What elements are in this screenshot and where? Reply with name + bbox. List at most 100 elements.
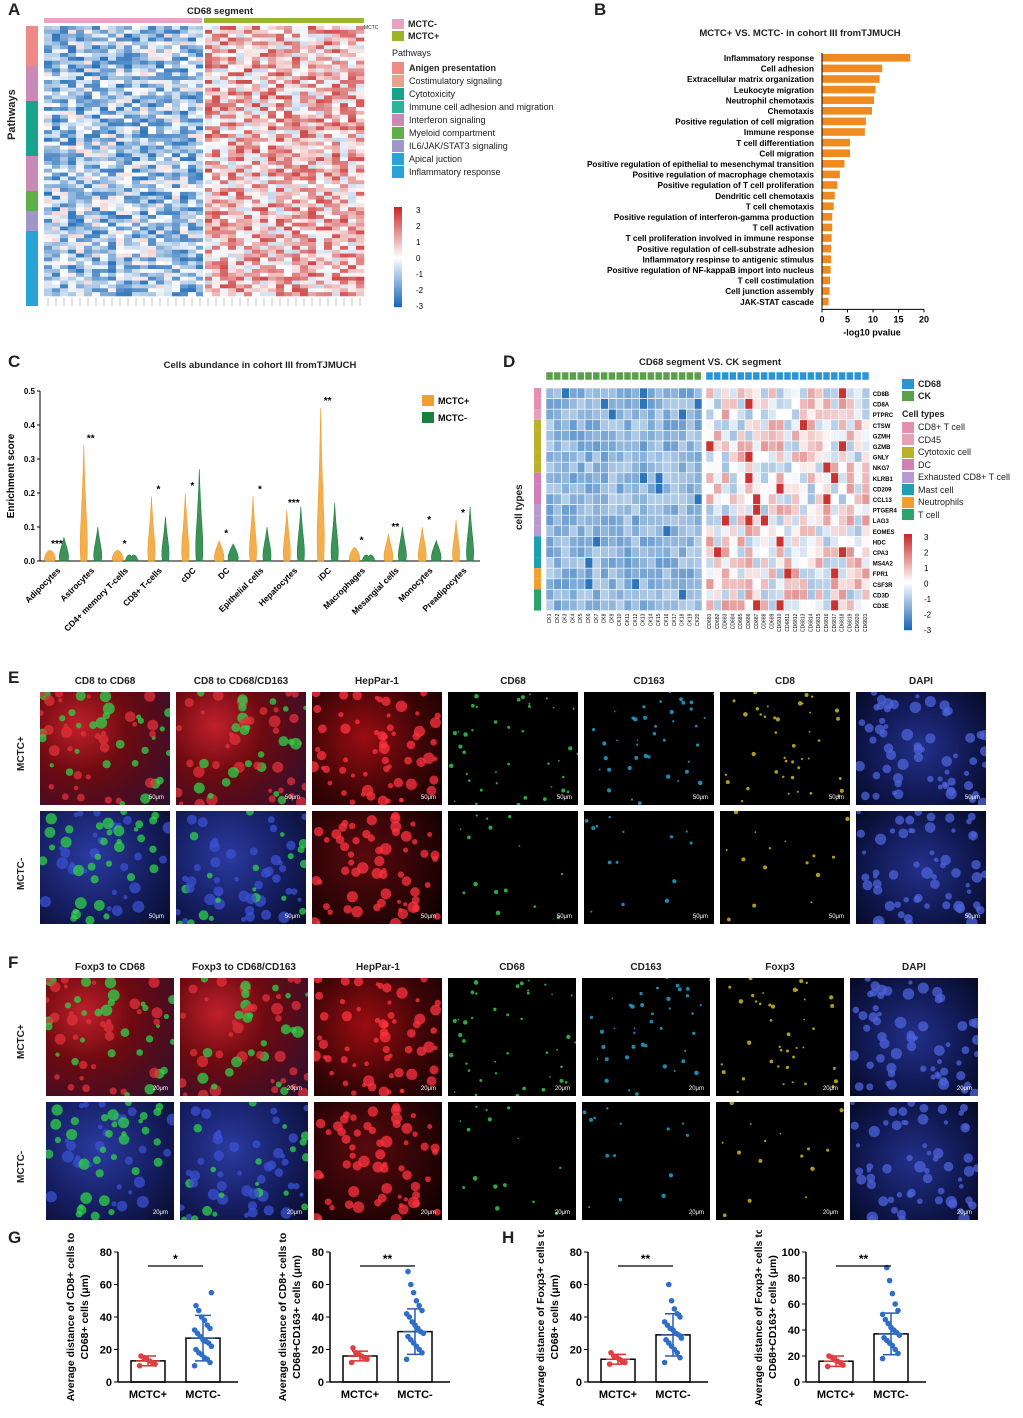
heatmap-cell — [340, 245, 349, 251]
heatmap-cell — [116, 203, 125, 208]
heatmap-cell — [553, 546, 562, 558]
heatmap-cell — [300, 215, 309, 220]
heatmap-cell — [76, 72, 85, 77]
heatmap-cell — [348, 80, 357, 85]
heatmap-cell — [124, 76, 133, 81]
heatmap-cell — [713, 525, 722, 537]
heatmap-cell — [678, 398, 687, 410]
heatmap-cell — [861, 419, 871, 431]
colorscale-step — [904, 570, 912, 572]
heatmap-cell — [212, 137, 221, 143]
micrograph-cell — [378, 743, 390, 754]
heatmap-cell — [348, 222, 357, 227]
heatmap-cell — [316, 245, 325, 251]
heatmap-cell — [284, 49, 293, 54]
colorscale-step — [394, 237, 402, 239]
heatmap-cell — [760, 557, 769, 569]
heatmap-cell — [308, 60, 317, 65]
heatmap-cell — [188, 99, 197, 104]
bar-category-label: T cell proliferation involved in immune … — [626, 234, 815, 243]
colorscale-step — [904, 573, 912, 575]
heatmap-cell — [108, 164, 117, 170]
heatmap-cell — [721, 557, 730, 569]
heatmap-cell — [236, 130, 245, 135]
heatmap-cell — [752, 419, 761, 431]
heatmap-cell — [68, 211, 77, 216]
heatmap-cell — [729, 536, 738, 548]
heatmap-cell — [132, 76, 141, 81]
heatmap-cell — [140, 218, 149, 224]
heatmap-cell — [324, 49, 333, 54]
heatmap-cell — [332, 60, 341, 65]
heatmap-cell — [116, 153, 125, 158]
micrograph-cell — [169, 1038, 174, 1045]
heatmap-cell — [252, 292, 261, 297]
micrograph-cell — [323, 836, 330, 843]
heatmap-cell — [60, 253, 69, 258]
heatmap-cell — [68, 45, 77, 50]
heatmap-cell — [615, 430, 625, 442]
heatmap-cell — [799, 557, 808, 569]
heatmap-cell — [775, 430, 785, 442]
heatmap-cell — [600, 567, 609, 580]
heatmap-cell — [156, 218, 165, 224]
heatmap-cell — [76, 161, 85, 166]
heatmap-cell — [316, 99, 325, 104]
heatmap-cell — [100, 257, 109, 262]
heatmap-cell — [292, 149, 301, 154]
legend-label: CK — [918, 391, 931, 401]
micrograph-cell — [516, 697, 521, 702]
heatmap-cell — [148, 80, 157, 85]
micrograph-cell — [452, 730, 458, 736]
heatmap-cell — [108, 103, 117, 108]
micrograph-cell — [836, 716, 840, 721]
group-bar-ck — [545, 371, 554, 381]
heatmap-cell — [140, 137, 149, 143]
heatmap-cell — [284, 60, 293, 65]
heatmap-cell — [260, 199, 269, 204]
colorscale-step — [394, 270, 402, 272]
heatmap-cell — [100, 261, 109, 266]
heatmap-cell — [340, 56, 349, 62]
micrograph-cell — [810, 695, 814, 698]
heatmap-cell — [584, 536, 594, 548]
colorscale-step — [394, 297, 402, 299]
heatmap-cell — [124, 234, 133, 239]
micrograph-cell — [340, 842, 350, 852]
heatmap-cell — [156, 253, 165, 258]
micrograph-cell — [268, 788, 273, 793]
heatmap-cell — [124, 272, 133, 278]
sample-label: CD682 — [715, 613, 721, 629]
heatmap-cell — [236, 269, 245, 274]
heatmap-cell — [639, 419, 648, 431]
heatmap-cell — [768, 557, 777, 569]
heatmap-cell — [348, 257, 357, 262]
heatmap-cell — [84, 292, 93, 297]
heatmap-cell — [164, 157, 173, 162]
heatmap-cell — [713, 546, 722, 558]
heatmap-cell — [236, 45, 245, 50]
heatmap-cell — [791, 493, 800, 505]
heatmap-cell — [228, 280, 237, 285]
heatmap-cell — [156, 76, 165, 81]
heatmap-cell — [84, 172, 93, 177]
colorscale-step — [394, 274, 402, 276]
colorscale-step — [394, 230, 402, 232]
heatmap-cell — [308, 141, 317, 146]
heatmap-cell — [100, 37, 109, 42]
heatmap-cell — [164, 226, 173, 231]
heatmap-cell — [76, 261, 85, 266]
heatmap-cell — [148, 176, 157, 181]
micrograph-cell — [664, 898, 670, 904]
bar-category-label: Inflammatory response — [724, 54, 815, 63]
micrograph-cell — [226, 849, 237, 860]
colorscale-step — [394, 221, 402, 223]
micrograph-cell — [142, 1004, 149, 1012]
heatmap-cell — [615, 493, 625, 505]
heatmap-cell — [276, 218, 285, 224]
heatmap-cell — [180, 253, 189, 258]
heatmap-cell — [220, 245, 229, 251]
micrograph-cell — [75, 722, 82, 729]
heatmap-cell — [244, 284, 253, 289]
heatmap-cell — [60, 37, 69, 42]
